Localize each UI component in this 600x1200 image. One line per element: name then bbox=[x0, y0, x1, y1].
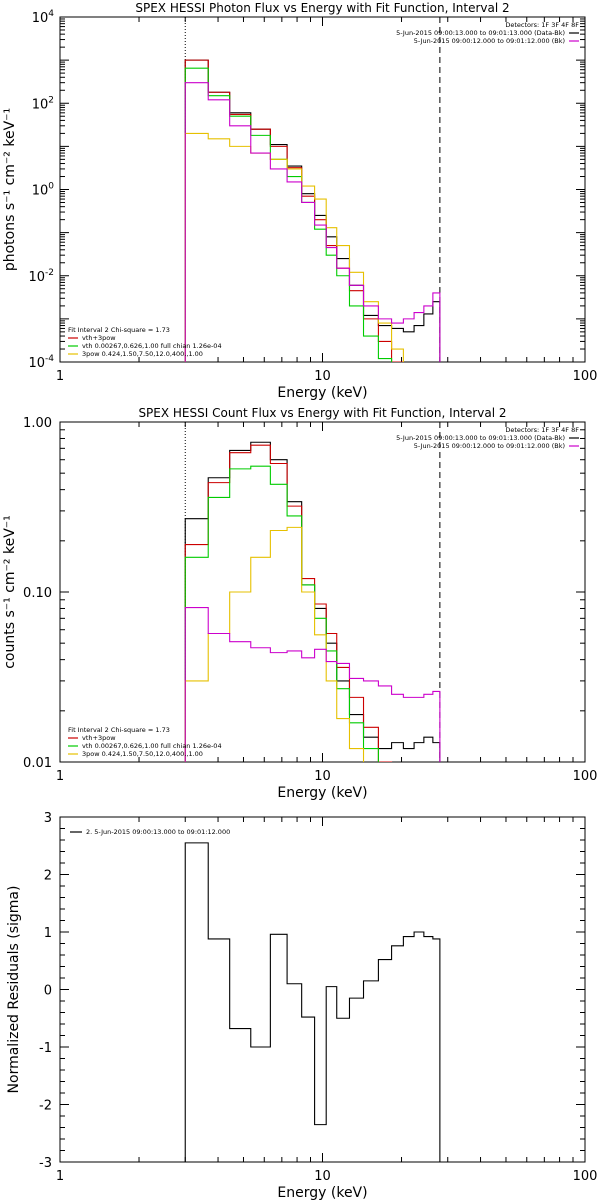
series-2-histogram bbox=[184, 465, 441, 762]
count-panel: SPEX HESSI Count Flux vs Energy with Fit… bbox=[2, 406, 598, 801]
series-3-histogram bbox=[184, 132, 441, 362]
x-tick-label: 100 bbox=[573, 369, 598, 384]
y-tick-label: 2 bbox=[44, 869, 52, 884]
y-tick-label: 3 bbox=[44, 811, 52, 826]
x-tick-label: 1 bbox=[56, 369, 64, 384]
y-tick-label: -2 bbox=[39, 1099, 52, 1114]
legend-entry-label: vth 0.00267,0.626,1.00 full chian 1.26e-… bbox=[82, 342, 222, 350]
y-tick-label: 1.00 bbox=[23, 416, 52, 431]
legend-fit-header: Fit Interval 2 Chi-square = 1.73 bbox=[68, 326, 170, 334]
plot-frame bbox=[59, 816, 586, 1163]
y-tick-label: 0.10 bbox=[23, 586, 52, 601]
y-tick-label: -3 bbox=[39, 1156, 52, 1171]
y-axis-label: counts s⁻¹ cm⁻² keV⁻¹ bbox=[2, 515, 18, 669]
legend-fit-header: Fit Interval 2 Chi-square = 1.73 bbox=[68, 726, 170, 734]
series-0-histogram bbox=[184, 59, 441, 362]
series-3-histogram bbox=[184, 526, 441, 762]
y-tick-label: 100 bbox=[32, 182, 55, 199]
legend-entry-label: 5-Jun-2015 09:00:12.000 to 09:01:12.000 … bbox=[414, 37, 565, 45]
series-0-histogram bbox=[184, 842, 441, 1162]
legend-entry-label: 5-Jun-2015 09:00:13.000 to 09:01:13.000 … bbox=[396, 434, 565, 442]
y-axis-label: Normalized Residuals (sigma) bbox=[6, 886, 22, 1094]
residuals-panel: 1 10 100 Energy (keV) -3 -2 -1 0 1 2 3 Normalized R… bbox=[6, 811, 597, 1200]
legend-entry-label: 5-Jun-2015 09:00:13.000 to 09:01:13.000 … bbox=[396, 29, 565, 37]
plot-frame bbox=[59, 421, 586, 763]
x-tick-label: 10 bbox=[314, 769, 331, 784]
x-tick-label: 1 bbox=[56, 1169, 64, 1184]
series-1-histogram bbox=[184, 444, 441, 762]
plot-frame bbox=[59, 16, 586, 363]
x-tick-label: 100 bbox=[573, 1169, 598, 1184]
legend-entry-label: 2. 5-Jun-2015 09:00:13.000 to 09:01:12.0… bbox=[86, 828, 230, 836]
legend-entry-label: vth+3pow bbox=[82, 734, 116, 742]
legend-detectors: Detectors: 1F 3F 4F 8F bbox=[505, 426, 579, 434]
y-tick-label: 10-4 bbox=[28, 354, 54, 371]
y-tick-label: 1 bbox=[44, 926, 52, 941]
y-axis-label: photons s⁻¹ cm⁻² keV⁻¹ bbox=[2, 108, 18, 271]
x-axis-label: Energy (keV) bbox=[277, 1185, 367, 1200]
legend-detectors: Detectors: 1F 3F 4F 8F bbox=[505, 21, 579, 29]
x-axis-label: Energy (keV) bbox=[277, 785, 367, 801]
y-tick-label: 102 bbox=[32, 95, 54, 112]
series-4-histogram bbox=[184, 82, 441, 362]
legend-entry-label: vth 0.00267,0.626,1.00 full chian 1.26e-… bbox=[82, 742, 222, 750]
x-tick-label: 10 bbox=[314, 1169, 331, 1184]
chart-title: SPEX HESSI Count Flux vs Energy with Fit… bbox=[138, 406, 506, 420]
legend-entry-label: 5-Jun-2015 09:00:12.000 to 09:01:12.000 … bbox=[414, 442, 565, 450]
legend-entry-label: 3pow 0.424,1.50,7.50,12.0,400.,1.00 bbox=[82, 350, 203, 358]
series-0-histogram bbox=[184, 441, 441, 762]
x-tick-label: 100 bbox=[573, 769, 598, 784]
y-tick-label: -1 bbox=[39, 1041, 52, 1056]
y-tick-label: 0.01 bbox=[23, 756, 52, 771]
photon-panel: SPEX HESSI Photon Flux vs Energy with Fi… bbox=[2, 1, 598, 401]
series-4-histogram bbox=[184, 607, 441, 762]
x-tick-label: 1 bbox=[56, 769, 64, 784]
chart-title: SPEX HESSI Photon Flux vs Energy with Fi… bbox=[135, 1, 509, 15]
legend-entry-label: vth+3pow bbox=[82, 334, 116, 342]
legend-entry-label: 3pow 0.424,1.50,7.50,12.0,400.,1.00 bbox=[82, 750, 203, 758]
y-tick-label: 104 bbox=[32, 9, 55, 26]
x-axis-label: Energy (keV) bbox=[277, 385, 367, 401]
y-tick-label: 0 bbox=[44, 984, 52, 999]
series-1-histogram bbox=[184, 59, 441, 362]
x-tick-label: 10 bbox=[314, 369, 331, 384]
y-tick-label: 10-2 bbox=[28, 268, 54, 285]
